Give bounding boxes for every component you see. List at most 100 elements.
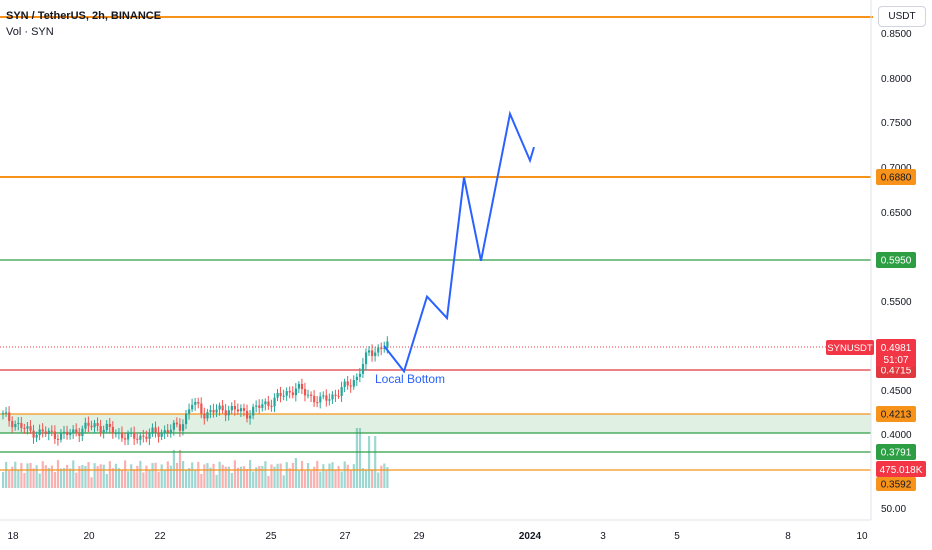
- candle-body: [163, 430, 166, 433]
- price-tick: 0.4500: [881, 386, 912, 397]
- candle-body: [215, 409, 218, 413]
- volume-bar: [20, 463, 23, 488]
- volume-bar: [181, 461, 185, 488]
- volume-bar: [191, 462, 194, 488]
- candle-body: [154, 427, 157, 433]
- candle-body: [358, 373, 362, 377]
- volume-bar: [212, 463, 215, 488]
- candle-body: [81, 428, 84, 437]
- time-axis[interactable]: 18 20 22 25 27 29 2024 3 5 8 10: [7, 531, 868, 542]
- candle-body: [142, 435, 145, 437]
- volume-bar: [169, 465, 172, 488]
- candle-body: [313, 395, 316, 403]
- candle-body: [279, 392, 282, 397]
- volume-bar: [371, 469, 374, 488]
- volume-bar: [218, 461, 221, 488]
- candle-body: [200, 403, 203, 414]
- candle-body: [355, 376, 358, 381]
- volume-bar: [160, 464, 163, 488]
- price-tick: 0.8000: [881, 74, 912, 85]
- volume-bar: [236, 467, 240, 488]
- volume-bar: [374, 436, 377, 488]
- candle-body: [270, 405, 273, 407]
- candle-body: [343, 381, 346, 388]
- volume-bar: [136, 465, 139, 488]
- time-tick: 3: [600, 531, 606, 542]
- time-tick: 27: [339, 531, 351, 542]
- candle-body: [151, 427, 154, 433]
- candle-body: [23, 427, 26, 429]
- candle-body: [221, 405, 224, 411]
- time-tick: 10: [856, 531, 868, 542]
- volume-bar: [346, 464, 349, 488]
- level-badge: [876, 477, 916, 491]
- volume-bar: [246, 469, 249, 488]
- volume-bar: [239, 466, 243, 488]
- price-tick: 0.5500: [881, 297, 912, 308]
- volume-bar: [17, 469, 20, 488]
- candle-body: [20, 422, 23, 428]
- candle-body: [316, 402, 319, 404]
- symbol-badge-text: SYNUSDT: [827, 343, 873, 354]
- volume-badge-text: 475.018K: [880, 465, 923, 476]
- candle-body: [371, 350, 374, 357]
- volume-bar: [361, 468, 365, 488]
- volume-bar: [117, 468, 121, 488]
- volume-bar: [206, 463, 209, 488]
- volume-bar: [252, 471, 255, 488]
- volume-bar: [279, 463, 282, 488]
- candle-body: [124, 438, 127, 440]
- volume-bar: [139, 460, 142, 488]
- candle-body: [117, 432, 121, 434]
- candle-body: [273, 397, 276, 407]
- candle-body: [340, 387, 343, 396]
- volume-bar: [41, 461, 44, 488]
- volume-bar: [386, 467, 389, 488]
- volume-bar: [270, 464, 273, 488]
- candle-body: [206, 412, 209, 419]
- volume-bar: [148, 469, 151, 488]
- price-scale[interactable]: 0.85000.80000.75000.70000.65000.60000.55…: [881, 29, 912, 515]
- candle-body: [160, 432, 163, 437]
- volume-bar: [111, 468, 114, 488]
- time-tick: 29: [413, 531, 425, 542]
- candle-body: [352, 380, 355, 387]
- level-badge: [876, 406, 916, 422]
- volume-bar: [200, 473, 203, 488]
- horizontal-levels[interactable]: [0, 16, 873, 471]
- candle-body: [364, 352, 368, 365]
- volume-indicator-label[interactable]: Vol · SYN: [6, 26, 54, 38]
- volume-bars: [2, 428, 389, 488]
- volume-bar: [364, 469, 368, 488]
- volume-bar: [66, 464, 69, 488]
- volume-bar: [63, 468, 66, 488]
- volume-bar: [355, 428, 358, 488]
- candle-body: [349, 385, 352, 387]
- volume-bar: [5, 461, 8, 488]
- volume-bar: [157, 471, 160, 488]
- volume-bar: [166, 461, 169, 488]
- projection-path[interactable]: [383, 110, 535, 374]
- candle-body: [78, 433, 81, 437]
- currency-button[interactable]: USDT: [878, 6, 926, 27]
- candle-body: [63, 431, 66, 433]
- candle-body: [191, 404, 194, 410]
- volume-bar: [316, 460, 319, 488]
- candle-body: [346, 381, 349, 386]
- volume-bar: [340, 471, 343, 488]
- candle-body: [386, 341, 389, 348]
- candle-body: [35, 435, 38, 438]
- candle-body: [32, 430, 35, 438]
- volume-bar: [163, 470, 166, 488]
- volume-bar: [99, 464, 102, 488]
- volume-bar: [215, 474, 218, 488]
- candle-body: [178, 424, 182, 431]
- volume-bar: [258, 465, 261, 488]
- candle-body: [297, 383, 301, 389]
- volume-bar: [273, 466, 276, 488]
- volume-bar: [313, 466, 316, 488]
- candle-body: [108, 423, 111, 427]
- candle-body: [44, 431, 47, 435]
- volume-bar: [230, 472, 233, 488]
